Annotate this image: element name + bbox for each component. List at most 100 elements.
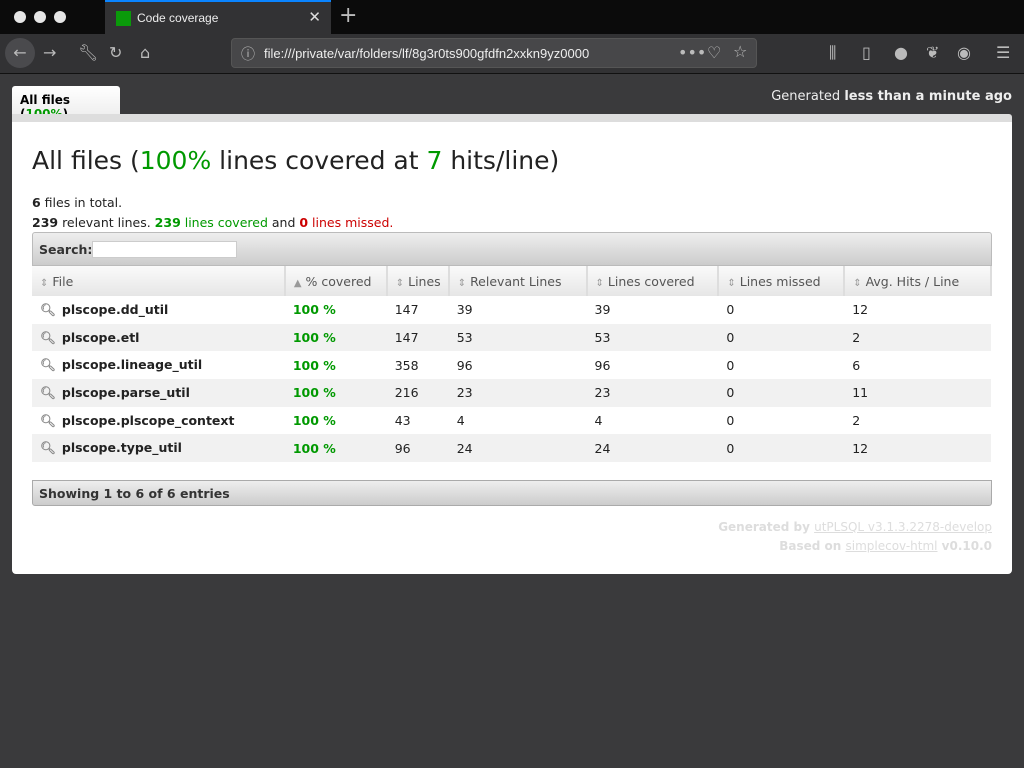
table-cell: 100 % bbox=[292, 413, 336, 429]
table-cell: 53 bbox=[448, 323, 587, 352]
table-cell: 24 bbox=[586, 434, 719, 463]
search-label: Search: bbox=[39, 242, 93, 257]
page-title: All files (100% lines covered at 7 hits/… bbox=[32, 146, 560, 175]
sort-icon: ⇕ bbox=[395, 277, 405, 289]
table-cell[interactable]: 🔍︎ plscope.parse_util bbox=[32, 379, 285, 407]
tab-title: Code coverage bbox=[137, 11, 219, 25]
table-row: 🔍︎ plscope.etl 100 % 147 53 53 0 2 bbox=[32, 323, 991, 352]
column-header[interactable]: ⇕ Lines bbox=[386, 266, 450, 296]
files-table: ⇕ File ▲ % covered ⇕ Lines ⇕ Relevant Lines… bbox=[32, 266, 992, 463]
table-cell: 100 % bbox=[284, 323, 387, 352]
sort-icon: ⇕ bbox=[727, 277, 736, 289]
generated-prefix: Generated bbox=[771, 89, 841, 104]
table-cell[interactable]: 🔍︎ plscope.plscope_context bbox=[40, 412, 235, 428]
search-input[interactable] bbox=[92, 241, 237, 258]
magnifier-icon[interactable]: 🔍︎ bbox=[40, 329, 56, 345]
table-cell[interactable]: 🔍︎ plscope.dd_util bbox=[40, 301, 169, 317]
utplsql-link[interactable]: utPLSQL v3.1.3.2278-develop bbox=[814, 520, 992, 534]
more-icon[interactable]: ••• bbox=[678, 43, 707, 62]
tab-strip: Code coverage ✕ + bbox=[0, 0, 1024, 34]
search-bar: Search: bbox=[32, 232, 992, 266]
tab-all-files[interactable]: All files (100%) bbox=[12, 86, 120, 121]
home-icon[interactable]: ⌂ bbox=[140, 43, 151, 62]
table-cell: 11 bbox=[844, 379, 991, 407]
column-header[interactable]: ▲ % covered bbox=[284, 266, 388, 296]
evernote-icon[interactable]: ❦ bbox=[926, 43, 940, 62]
browser-tab[interactable]: Code coverage ✕ bbox=[105, 0, 331, 34]
tab-label: All files bbox=[20, 93, 70, 107]
table-cell: 2 bbox=[852, 413, 861, 429]
table-row: 🔍︎ plscope.parse_util 100 % 216 23 23 0 11 bbox=[32, 379, 991, 407]
reload-icon[interactable]: ↻ bbox=[109, 43, 123, 62]
column-header[interactable]: ⇕ Relevant Lines bbox=[448, 266, 588, 296]
table-row: 🔍︎ plscope.plscope_context 100 % 43 4 4 0 2 bbox=[32, 407, 991, 435]
table-cell: 39 bbox=[456, 302, 473, 318]
table-row: 🔍︎ plscope.type_util 100 % 96 24 24 0 12 bbox=[32, 434, 991, 463]
magnifier-icon[interactable]: 🔍︎ bbox=[40, 412, 56, 428]
table-cell: 96 bbox=[386, 434, 449, 463]
table-cell: 24 bbox=[448, 434, 587, 463]
sort-icon: ⇕ bbox=[595, 277, 604, 289]
content-panel: All files (100% lines covered at 7 hits/… bbox=[12, 114, 1012, 574]
generated-info: Generated less than a minute ago bbox=[771, 89, 1012, 104]
table-cell: 0 bbox=[726, 357, 735, 373]
magnifier-icon[interactable]: 🔍︎ bbox=[40, 301, 56, 317]
magnifier-icon[interactable]: 🔍︎ bbox=[40, 384, 56, 400]
minimize-window-button[interactable] bbox=[34, 11, 46, 23]
info-icon[interactable]: ⓘ bbox=[241, 47, 255, 63]
table-cell: 216 bbox=[386, 379, 449, 407]
column-header[interactable]: ⇕ File bbox=[32, 266, 286, 296]
table-cell: 96 bbox=[456, 357, 473, 373]
simplecov-link[interactable]: simplecov-html bbox=[845, 539, 938, 553]
table-cell: 6 bbox=[852, 357, 861, 373]
table-cell: 4 bbox=[456, 413, 465, 429]
column-header[interactable]: ⇕ Avg. Hits / Line bbox=[844, 266, 992, 296]
column-header[interactable]: ⇕ Lines missed bbox=[718, 266, 846, 296]
table-cell: 100 % bbox=[292, 357, 336, 373]
table-cell[interactable]: 🔍︎ plscope.type_util bbox=[32, 434, 285, 463]
table-cell: 147 bbox=[394, 302, 419, 318]
table-cell: 0 bbox=[718, 379, 845, 407]
bookmark-star-icon[interactable]: ☆ bbox=[733, 42, 748, 61]
favicon-icon bbox=[116, 11, 131, 26]
library-icon[interactable]: ⫼ bbox=[829, 43, 837, 62]
close-window-button[interactable] bbox=[14, 11, 26, 23]
table-cell: 147 bbox=[386, 323, 449, 352]
entries-info: Showing 1 to 6 of 6 entries bbox=[32, 480, 992, 506]
table-cell: 2 bbox=[844, 323, 991, 352]
back-icon[interactable]: ← bbox=[5, 38, 35, 68]
magnifier-icon[interactable]: 🔍︎ bbox=[40, 440, 56, 456]
table-cell[interactable]: 🔍︎ plscope.etl bbox=[32, 323, 285, 352]
forward-icon[interactable]: → bbox=[43, 43, 57, 62]
sort-icon: ⇕ bbox=[853, 277, 862, 289]
table-cell: 100 % bbox=[284, 379, 387, 407]
table-cell: 0 bbox=[726, 302, 735, 318]
new-tab-icon[interactable]: + bbox=[339, 3, 358, 28]
table-cell: 23 bbox=[448, 379, 587, 407]
table-cell: 0 bbox=[726, 413, 735, 429]
table-cell: 4 bbox=[594, 413, 603, 429]
table-cell: 53 bbox=[586, 323, 719, 352]
table-cell: 100 % bbox=[292, 302, 336, 318]
magnifier-icon[interactable]: 🔍︎ bbox=[40, 357, 56, 373]
pocket-icon[interactable]: ♡ bbox=[707, 43, 722, 62]
close-tab-icon[interactable]: ✕ bbox=[308, 8, 321, 26]
table-cell: 12 bbox=[852, 302, 869, 318]
column-header[interactable]: ⇕ Lines covered bbox=[586, 266, 720, 296]
url-text: file:///private/var/folders/lf/8g3r0ts90… bbox=[264, 46, 590, 61]
table-cell: 12 bbox=[844, 434, 991, 463]
extension-icon[interactable]: ● bbox=[894, 43, 908, 62]
generated-time: less than a minute ago bbox=[844, 89, 1012, 104]
table-cell: 0 bbox=[718, 323, 845, 352]
maximize-window-button[interactable] bbox=[54, 11, 66, 23]
lines-summary: 239 relevant lines. 239 lines covered an… bbox=[32, 215, 394, 230]
extension2-icon[interactable]: ◉ bbox=[957, 43, 971, 62]
table-cell: 23 bbox=[586, 379, 719, 407]
url-bar[interactable]: ⓘ file:///private/var/folders/lf/8g3r0ts… bbox=[231, 38, 757, 68]
menu-icon[interactable]: ☰ bbox=[996, 43, 1011, 62]
sidebar-icon[interactable]: ▯ bbox=[862, 43, 871, 62]
wrench-icon[interactable]: 🔧︎ bbox=[78, 43, 99, 62]
table-cell: 96 bbox=[594, 357, 611, 373]
table-row: 🔍︎ plscope.lineage_util 100 % 358 96 96 0 6 bbox=[32, 351, 991, 379]
table-cell[interactable]: 🔍︎ plscope.lineage_util bbox=[40, 357, 203, 373]
